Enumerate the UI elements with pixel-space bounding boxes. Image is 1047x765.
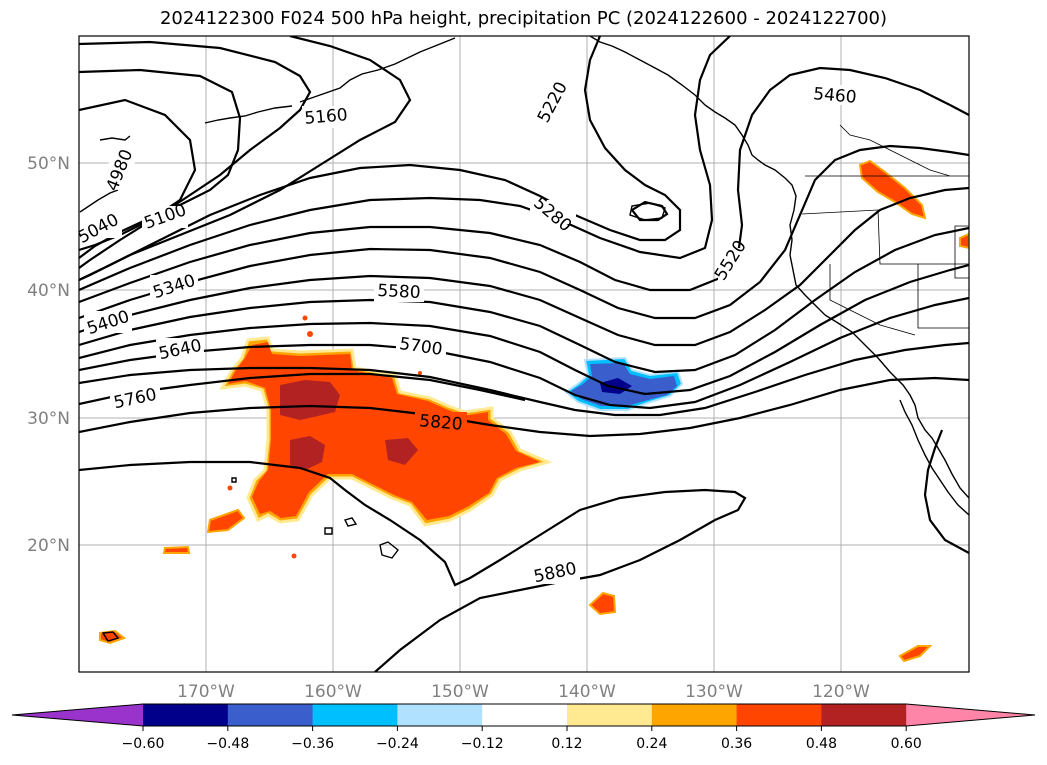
colorbar-tick-label: 0.36 [721, 736, 752, 752]
contour-label-5460: 5460 [812, 84, 857, 108]
contour-label-5160: 5160 [304, 105, 349, 129]
colorbar: −0.60 −0.48 −0.36 −0.24 −0.12 0.12 0.24 0.36 0.4… [11, 703, 1036, 752]
colorbar-extend-low [12, 704, 143, 726]
colorbar-segment [482, 704, 568, 726]
contour-labels: 4980 5040 5100 5160 5220 5280 5340 5400 … [79, 79, 859, 587]
contour-label-5820: 5820 [418, 411, 463, 435]
lat-label-50n: 50°N [27, 154, 70, 174]
colorbar-tick-label: 0.60 [891, 736, 922, 752]
colorbar-segment [227, 704, 314, 726]
colorbar-tick-label: 0.48 [806, 736, 837, 752]
colorbar-tick-label: −0.48 [206, 736, 249, 752]
lat-label-30n: 30°N [27, 409, 70, 429]
lat-label-40n: 40°N [27, 281, 70, 301]
lon-axis: 170°W 160°W 150°W 140°W 130°W 120°W [177, 682, 870, 702]
lat-label-20n: 20°N [27, 536, 70, 556]
map-area: 4980 5040 5100 5160 5220 5280 5340 5400 … [79, 36, 969, 672]
height-contours [79, 36, 969, 672]
lon-label-130w: 130°W [685, 682, 743, 702]
colorbar-segment [143, 704, 229, 726]
map-frame [78, 35, 970, 673]
lon-label-120w: 120°W [812, 682, 870, 702]
colorbar-segment [736, 704, 822, 726]
colorbar-segment [567, 704, 653, 726]
colorbar-segment [397, 704, 483, 726]
colorbar-tick-label: −0.12 [461, 736, 504, 752]
political-borders [801, 124, 969, 336]
colorbar-extend-high [906, 704, 1035, 726]
colorbar-tick-label: −0.24 [376, 736, 419, 752]
colorbar-segment [651, 704, 738, 726]
colorbar-tick-label: 0.12 [551, 736, 582, 752]
map-title: 2024122300 F024 500 hPa height, precipit… [159, 8, 888, 29]
lon-label-170w: 170°W [177, 682, 235, 702]
colorbar-segment [821, 704, 907, 726]
lon-label-160w: 160°W [304, 682, 362, 702]
precip-positive-region [99, 159, 969, 663]
contour-label-5580: 5580 [377, 281, 421, 303]
colorbar-tick-label: −0.36 [291, 736, 334, 752]
lon-label-140w: 140°W [558, 682, 616, 702]
lat-axis: 50°N 40°N 30°N 20°N [27, 154, 70, 556]
colorbar-tick-label: −0.60 [122, 736, 165, 752]
lon-label-150w: 150°W [431, 682, 489, 702]
precip-negative-region [564, 356, 684, 411]
coastlines [79, 36, 969, 642]
colorbar-segment [312, 704, 398, 726]
colorbar-tick-label: 0.24 [636, 736, 667, 752]
